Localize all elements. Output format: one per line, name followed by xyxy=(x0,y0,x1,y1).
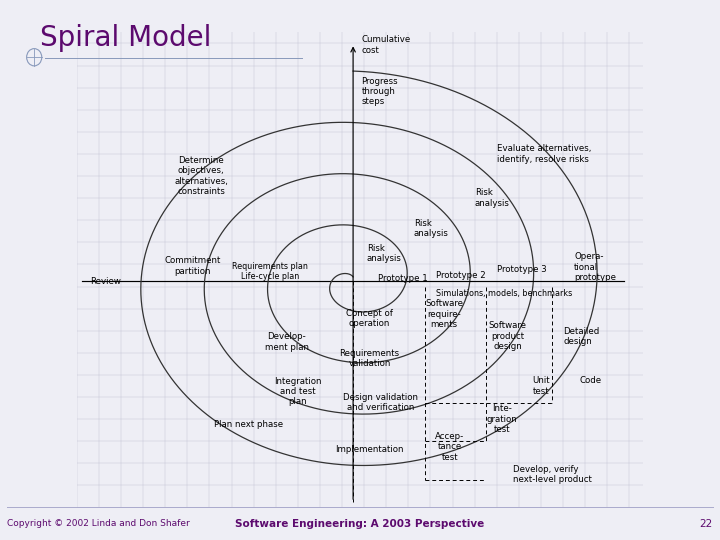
Text: Inte-
gration
test: Inte- gration test xyxy=(487,404,518,434)
Text: Design validation
and verification: Design validation and verification xyxy=(343,393,418,413)
Text: Evaluate alternatives,
identify, resolve risks: Evaluate alternatives, identify, resolve… xyxy=(497,144,591,164)
Text: Copyright © 2002 Linda and Don Shafer: Copyright © 2002 Linda and Don Shafer xyxy=(7,519,190,528)
Text: Implementation: Implementation xyxy=(336,445,404,454)
Text: Requirements
validation: Requirements validation xyxy=(340,349,400,368)
Text: Simulations, models, benchmarks: Simulations, models, benchmarks xyxy=(436,289,572,298)
Text: Software Engineering: A 2003 Perspective: Software Engineering: A 2003 Perspective xyxy=(235,519,485,529)
Text: Develop, verify
next-level product: Develop, verify next-level product xyxy=(513,465,593,484)
Text: Prototype 3: Prototype 3 xyxy=(497,266,546,274)
Text: Software
product
design: Software product design xyxy=(489,321,527,351)
Text: 22: 22 xyxy=(700,519,713,529)
Text: Cumulative
cost: Cumulative cost xyxy=(361,35,410,55)
Text: Develop-
ment plan: Develop- ment plan xyxy=(265,332,309,352)
Text: Review: Review xyxy=(90,276,121,286)
Text: Risk
analysis: Risk analysis xyxy=(414,219,449,238)
Text: Risk
analysis: Risk analysis xyxy=(474,188,510,208)
Text: Prototype 2: Prototype 2 xyxy=(436,271,486,280)
Text: Requirements plan
Life-cycle plan: Requirements plan Life-cycle plan xyxy=(233,262,308,281)
Text: Unit
test: Unit test xyxy=(532,376,550,396)
Text: Determine
objectives,
alternatives,
constraints: Determine objectives, alternatives, cons… xyxy=(174,156,228,196)
Text: Prototype 1: Prototype 1 xyxy=(378,274,428,283)
Text: Code: Code xyxy=(580,376,602,385)
Text: Risk
analysis: Risk analysis xyxy=(367,244,402,263)
Text: Spiral Model: Spiral Model xyxy=(40,24,211,52)
Text: Integration
and test
plan: Integration and test plan xyxy=(274,377,322,407)
Text: Accep-
tance
test: Accep- tance test xyxy=(435,432,464,462)
Text: Plan next phase: Plan next phase xyxy=(214,420,283,429)
Text: Progress
through
steps: Progress through steps xyxy=(361,77,398,106)
Text: Concept of
operation: Concept of operation xyxy=(346,309,393,328)
Text: Opera-
tional
prototype: Opera- tional prototype xyxy=(574,252,616,282)
Text: Software
require-
ments: Software require- ments xyxy=(426,299,463,329)
Text: Commitment
partition: Commitment partition xyxy=(165,256,221,275)
Text: Detailed
design: Detailed design xyxy=(563,327,599,346)
